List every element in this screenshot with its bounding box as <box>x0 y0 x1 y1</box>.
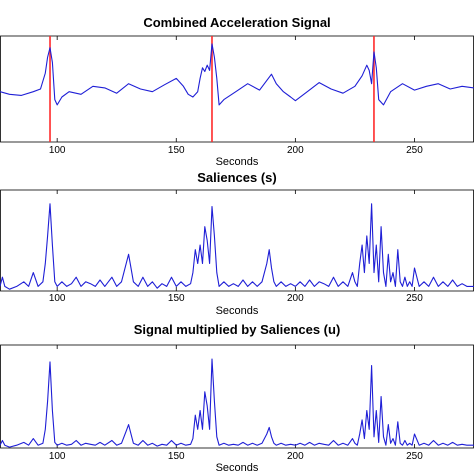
x-tick-label: 250 <box>406 145 423 156</box>
series-line <box>0 43 474 106</box>
plot-frame <box>0 189 474 292</box>
plot-frame <box>0 344 474 449</box>
x-tick-label: 100 <box>49 145 66 156</box>
panel-title: Signal multiplied by Saliences (u) <box>134 322 341 337</box>
panel-saliences: Saliences (s) 100 150 200 250 Seconds <box>0 170 474 317</box>
x-tick-label: 150 <box>168 293 185 304</box>
panel-signal-multiplied: Signal multiplied by Saliences (u) 100 150… <box>0 322 474 474</box>
x-tick-label: 250 <box>406 451 423 462</box>
x-tick-label: 150 <box>168 451 185 462</box>
panel-title: Combined Acceleration Signal <box>143 15 330 30</box>
x-tick-label: 200 <box>287 451 304 462</box>
series-line <box>0 203 474 290</box>
x-axis-label: Seconds <box>216 305 259 317</box>
panel-title: Saliences (s) <box>197 170 277 185</box>
x-tick-label: 250 <box>406 293 423 304</box>
x-axis-label: Seconds <box>216 462 259 474</box>
x-tick-label: 150 <box>168 145 185 156</box>
series-line <box>0 358 474 448</box>
x-tick-label: 200 <box>287 293 304 304</box>
x-tick-label: 100 <box>49 451 66 462</box>
panel-combined-acceleration: Combined Acceleration Signal 100 150 200 250… <box>0 15 474 168</box>
x-tick-label: 100 <box>49 293 66 304</box>
x-axis-label: Seconds <box>216 156 259 168</box>
x-tick-label: 200 <box>287 145 304 156</box>
plot-frame <box>0 35 474 143</box>
